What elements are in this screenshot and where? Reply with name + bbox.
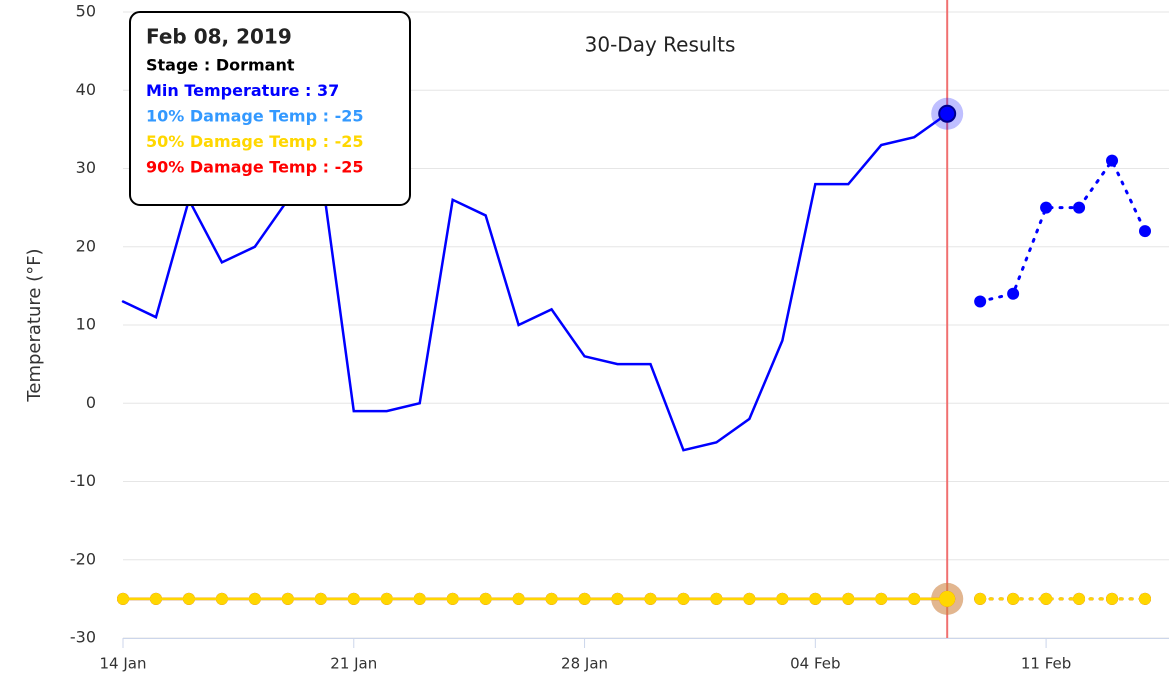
data-point [347,592,360,605]
data-point [1040,201,1053,214]
hover-point [938,104,957,123]
y-tick-label: 20 [76,236,96,255]
data-point [314,592,327,605]
data-point [1073,592,1086,605]
series-line [978,157,1147,304]
x-tick-label: 11 Feb [1021,655,1071,673]
data-point [875,592,888,605]
data-point [182,592,195,605]
tooltip-line: Min Temperature : 37 [146,81,339,100]
data-point [974,295,987,308]
data-point [380,592,393,605]
x-tick-label: 04 Feb [790,655,840,673]
data-point [908,592,921,605]
y-tick-label: -10 [70,471,96,490]
data-point [611,592,624,605]
y-tick-label: 30 [76,158,96,177]
y-tick-label: 50 [76,2,96,21]
data-point [215,592,228,605]
tooltip: Feb 08, 2019 Stage : Dormant Min Temperatu… [129,11,411,206]
data-point [1007,287,1020,300]
hover-point [939,590,956,607]
data-point [677,592,690,605]
y-tick-label: 40 [76,80,96,99]
data-point [1106,154,1119,167]
data-point [545,592,558,605]
x-tick-label: 14 Jan [100,655,147,673]
data-point [1040,592,1053,605]
data-point [776,592,789,605]
chart-title: 30-Day Results [585,33,736,57]
data-point [149,592,162,605]
y-tick-label: 0 [86,393,96,412]
y-tick-label: -30 [70,628,96,647]
data-point [809,592,822,605]
y-axis-label: Temperature (°F) [24,248,45,402]
tooltip-line: Stage : Dormant [146,56,295,75]
tooltip-line: 10% Damage Temp : -25 [146,107,364,126]
x-tick-label: 21 Jan [330,655,377,673]
series-line [121,112,949,452]
data-point [1106,592,1119,605]
y-tick-label: -20 [70,549,96,568]
tooltip-title: Feb 08, 2019 [146,25,292,49]
data-point [842,592,855,605]
data-point [248,592,261,605]
data-point [1139,592,1151,605]
data-point [281,592,294,605]
data-point [479,592,492,605]
data-point [117,592,129,605]
data-point [1139,225,1151,238]
tooltip-line: 90% Damage Temp : -25 [146,158,364,177]
tooltip-line: 50% Damage Temp : -25 [146,132,364,151]
data-point [1007,592,1020,605]
data-point [578,592,591,605]
y-tick-label: 10 [76,315,96,334]
data-point [743,592,756,605]
data-point [710,592,723,605]
data-point [974,592,987,605]
data-point [512,592,525,605]
data-point [644,592,657,605]
data-point [446,592,459,605]
data-point [413,592,426,605]
tooltip-box [129,11,411,206]
x-tick-label: 28 Jan [561,655,608,673]
data-point [1073,201,1086,214]
